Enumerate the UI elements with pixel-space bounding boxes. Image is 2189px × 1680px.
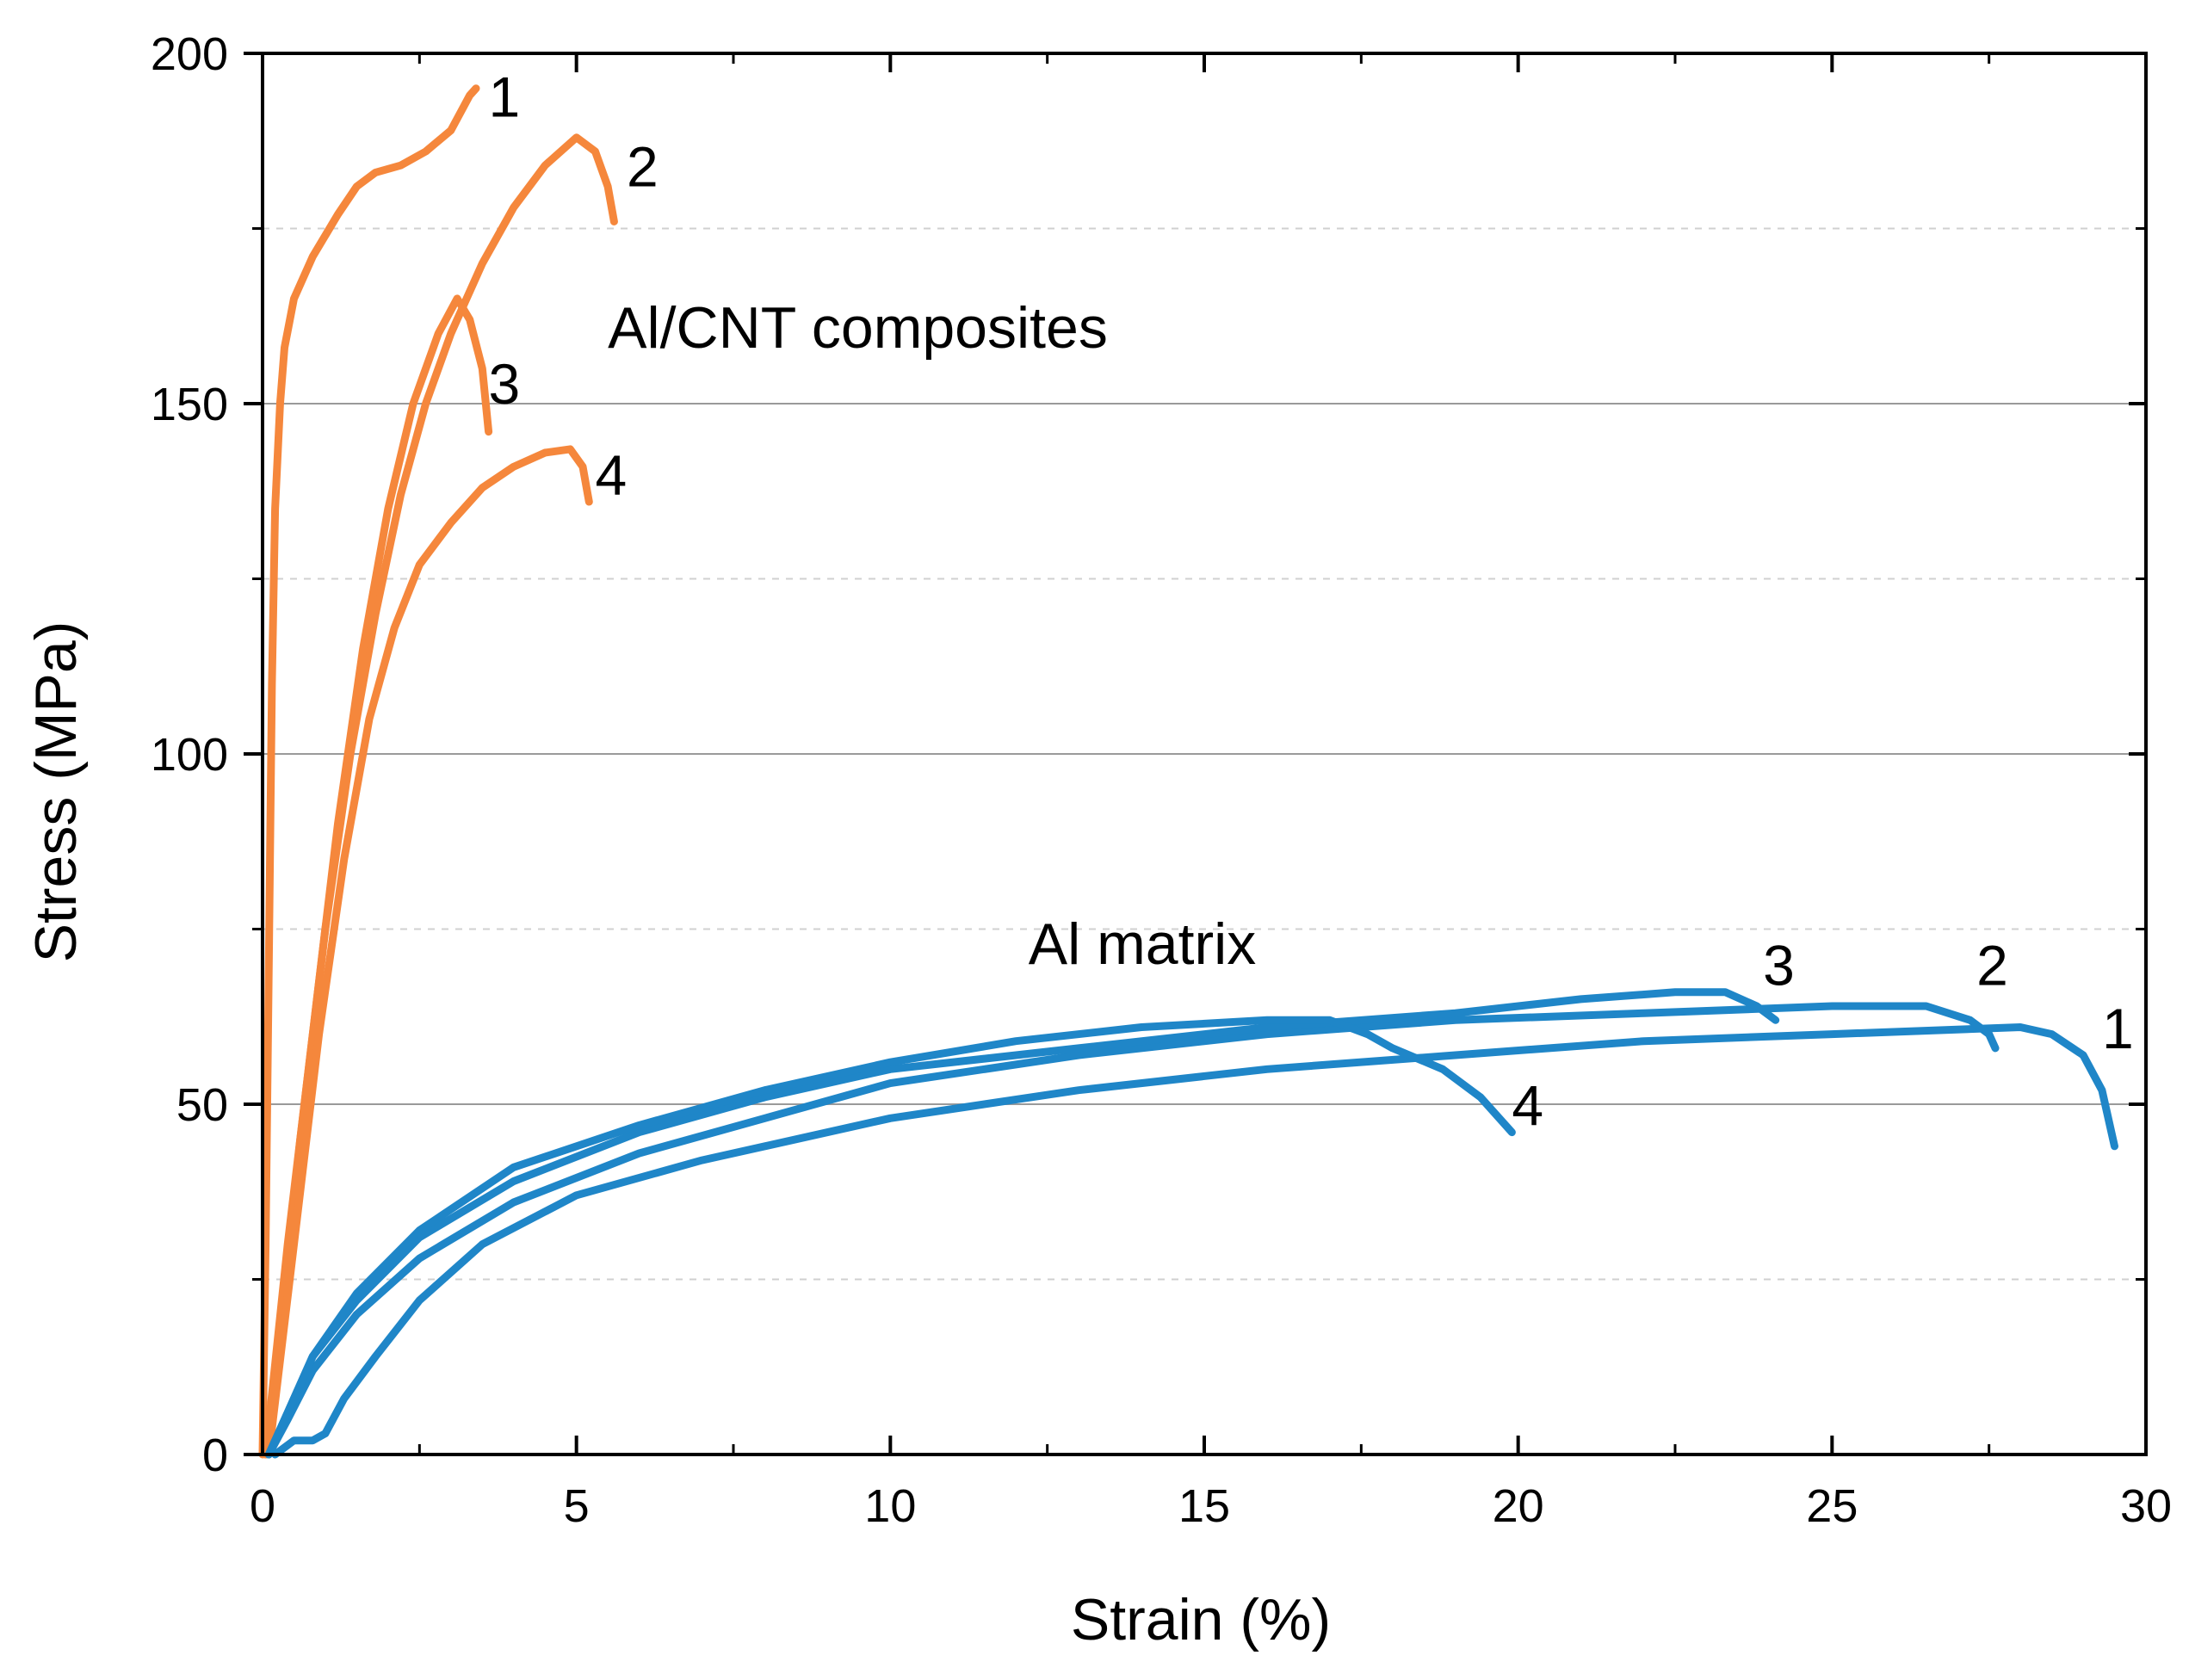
curve-label-matrix-2: 2 (1976, 934, 2008, 998)
curve-label-matrix-3: 3 (1763, 934, 1795, 998)
series-line-matrix-1 (271, 1023, 2118, 1459)
curve-label-matrix-1: 1 (2102, 997, 2134, 1060)
series-line-matrix-2 (264, 1002, 2000, 1459)
x-tick-label: 15 (1178, 1480, 1230, 1532)
x-tick-label: 5 (564, 1480, 590, 1532)
labels-layer: 1 2 3 4 1 2 3 4 Al/CNT composites Al matrix (489, 65, 2134, 1137)
curve-label-composite-2: 2 (627, 135, 659, 199)
series-line-matrix-4 (264, 1016, 1516, 1459)
curve-label-composite-3: 3 (489, 352, 521, 416)
x-tick-label: 10 (864, 1480, 916, 1532)
ticks-layer: 0 5 10 15 20 25 30 0 50 100 150 200 (151, 28, 2172, 1532)
series-layer (258, 84, 2118, 1459)
y-tick-label: 0 (202, 1430, 228, 1481)
annotation-matrix: Al matrix (1029, 911, 1256, 977)
x-axis-title: Strain (%) (1071, 1587, 1331, 1652)
y-tick-label: 100 (151, 729, 228, 781)
y-axis-title: Stress (MPa) (23, 621, 89, 963)
x-tick-label: 20 (1493, 1480, 1544, 1532)
series-line-composite-1 (258, 84, 480, 1459)
curve-label-matrix-4: 4 (1512, 1073, 1543, 1137)
x-tick-label: 0 (250, 1480, 275, 1532)
y-tick-label: 50 (176, 1079, 228, 1131)
series-line-composite-4 (264, 445, 593, 1459)
y-tick-label: 150 (151, 379, 228, 430)
grid-layer (263, 227, 2146, 1281)
x-tick-label: 30 (2120, 1480, 2172, 1532)
series-line-composite-3 (262, 294, 493, 1459)
x-tick-label: 25 (1806, 1480, 1858, 1532)
curve-label-composite-1: 1 (489, 65, 521, 128)
y-tick-label: 200 (151, 28, 228, 80)
annotation-composites: Al/CNT composites (608, 295, 1108, 361)
curve-label-composite-4: 4 (596, 443, 628, 507)
